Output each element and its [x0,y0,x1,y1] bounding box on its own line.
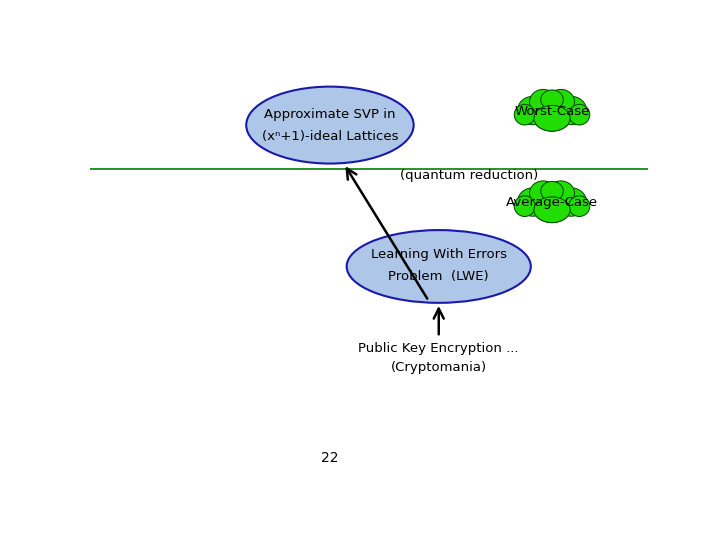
Text: (xⁿ+1)-ideal Lattices: (xⁿ+1)-ideal Lattices [261,130,398,143]
Ellipse shape [556,96,587,125]
Text: (quantum reduction): (quantum reduction) [400,169,538,182]
Ellipse shape [541,90,563,110]
Ellipse shape [347,230,531,303]
Text: Worst-Case: Worst-Case [514,105,590,118]
Text: Learning With Errors: Learning With Errors [371,248,507,261]
Ellipse shape [529,181,557,206]
Ellipse shape [569,196,590,217]
Ellipse shape [547,90,575,114]
Ellipse shape [514,104,535,125]
Ellipse shape [518,188,548,216]
Ellipse shape [547,181,575,206]
Ellipse shape [534,197,570,222]
Text: 22: 22 [321,451,338,465]
Text: Approximate SVP in: Approximate SVP in [264,108,396,121]
Ellipse shape [246,86,413,164]
Text: Average-Case: Average-Case [506,197,598,210]
Ellipse shape [529,90,557,114]
Ellipse shape [531,186,573,222]
Ellipse shape [514,196,535,217]
Text: Public Key Encryption ...: Public Key Encryption ... [359,342,519,355]
Ellipse shape [556,188,587,216]
Ellipse shape [531,94,573,131]
Text: (Cryptomania): (Cryptomania) [391,361,487,374]
Ellipse shape [534,105,570,131]
Ellipse shape [569,104,590,125]
Ellipse shape [518,96,548,125]
Text: Problem  (LWE): Problem (LWE) [388,271,489,284]
Ellipse shape [541,181,563,201]
